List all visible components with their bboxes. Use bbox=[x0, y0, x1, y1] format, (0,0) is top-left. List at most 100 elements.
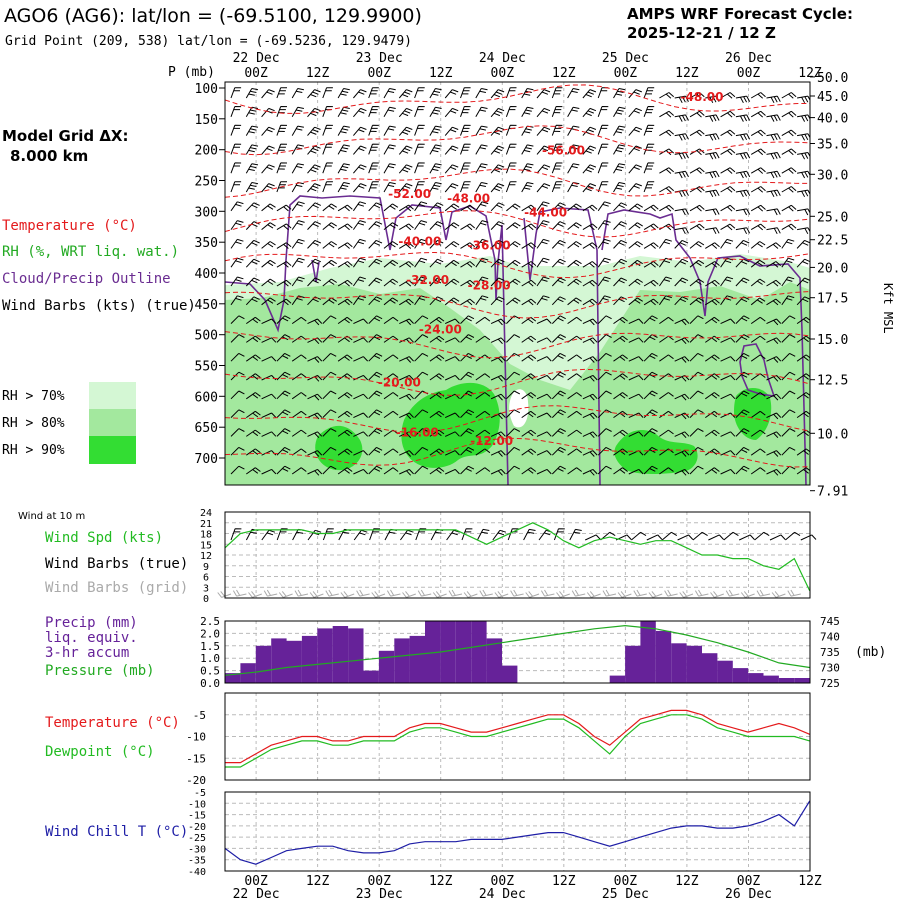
xs-wind-barb bbox=[352, 238, 366, 249]
xs-wind-barb bbox=[597, 143, 609, 155]
true-wind-barb bbox=[476, 528, 490, 541]
xs-wind-barb bbox=[291, 316, 307, 325]
xs-wind-barb bbox=[720, 129, 736, 137]
xs-wind-barb bbox=[399, 279, 414, 287]
xs-wind-barb bbox=[506, 334, 521, 343]
xs-wind-barb bbox=[261, 431, 277, 437]
xs-wind-barb bbox=[750, 129, 766, 137]
xs-wind-barb bbox=[399, 298, 414, 306]
xs-wind-barb bbox=[674, 114, 689, 122]
xs-wind-barb bbox=[245, 125, 259, 136]
xs-wind-barb bbox=[689, 315, 704, 324]
xs-wind-barb bbox=[766, 412, 782, 420]
xs-wind-barb bbox=[460, 162, 471, 174]
xs-wind-barb bbox=[628, 241, 643, 249]
xs-wind-barb bbox=[399, 412, 414, 420]
height-axis-label: Kft MSL bbox=[881, 283, 895, 334]
xs-wind-barb bbox=[460, 124, 471, 136]
xs-wind-barb bbox=[383, 182, 396, 193]
xs-wind-barb bbox=[643, 87, 655, 99]
pressure-label: Pressure (mb) bbox=[45, 663, 155, 679]
xs-wind-barb bbox=[567, 373, 582, 381]
xs-wind-barb bbox=[490, 356, 506, 363]
xs-wind-barb bbox=[521, 223, 537, 231]
xs-wind-barb bbox=[705, 392, 720, 400]
xs-wind-barb bbox=[750, 92, 766, 99]
xs-wind-barb bbox=[322, 465, 337, 475]
xs-wind-barb bbox=[797, 152, 810, 160]
xs-wind-barb bbox=[353, 337, 369, 343]
xs-wind-barb bbox=[276, 242, 292, 249]
xs-wind-barb bbox=[643, 298, 659, 306]
temp-panel-bg bbox=[225, 693, 810, 780]
height-tick-label: 10.0 bbox=[817, 427, 848, 442]
xs-wind-barb bbox=[291, 106, 304, 118]
xs-wind-barb bbox=[353, 450, 369, 456]
xs-wind-barb bbox=[246, 316, 261, 325]
xs-wind-barb bbox=[750, 167, 766, 174]
xs-wind-barb bbox=[628, 107, 642, 118]
top-day-label: 26 Dec bbox=[725, 51, 772, 66]
xs-wind-barb bbox=[536, 374, 552, 381]
xs-wind-barb bbox=[750, 110, 766, 118]
temperature-contour bbox=[225, 405, 810, 434]
grid-wind-barb bbox=[648, 591, 663, 598]
xs-wind-barb bbox=[597, 220, 611, 230]
xs-wind-barb bbox=[705, 467, 720, 475]
xs-wind-barb bbox=[735, 227, 751, 235]
precip-bar bbox=[271, 638, 287, 683]
xs-wind-barb bbox=[230, 87, 242, 99]
precip-pressure-panel: 0.00.51.01.52.02.5 725 730 735 740 745 bbox=[200, 615, 840, 690]
xs-wind-barb bbox=[475, 201, 489, 212]
top-hour-label: 00Z bbox=[244, 66, 268, 81]
xs-wind-barb bbox=[536, 145, 551, 155]
xs-wind-barb bbox=[399, 204, 414, 212]
true-wind-barb bbox=[399, 529, 414, 541]
precip-bar bbox=[378, 650, 395, 683]
xs-wind-barb bbox=[444, 337, 460, 343]
xs-wind-barb bbox=[414, 371, 429, 381]
pressure-tick-label: 500 bbox=[195, 329, 218, 344]
xs-wind-barb bbox=[766, 279, 782, 287]
xs-wind-barb bbox=[444, 126, 459, 136]
top-hour-label: 00Z bbox=[737, 66, 761, 81]
grid-wind-barb bbox=[602, 589, 617, 597]
xs-wind-barb bbox=[582, 412, 598, 420]
xs-wind-barb bbox=[383, 335, 399, 343]
xs-wind-barb bbox=[414, 87, 425, 99]
height-tick-label: 25.0 bbox=[817, 210, 848, 225]
xs-wind-barb bbox=[337, 316, 353, 325]
xs-wind-barb bbox=[383, 125, 396, 136]
xs-wind-barb bbox=[429, 277, 444, 287]
xs-wind-barb bbox=[720, 167, 736, 174]
xs-wind-barb bbox=[291, 373, 307, 381]
xs-wind-barb bbox=[368, 315, 383, 324]
top-hour-label: 12Z bbox=[429, 66, 453, 81]
xs-wind-barb bbox=[490, 374, 506, 382]
true-wind-barb bbox=[276, 528, 288, 541]
xs-wind-barb bbox=[368, 106, 379, 117]
station-title: AGO6 (AG6): lat/lon = (-69.5100, 129.990… bbox=[4, 5, 422, 27]
xs-wind-barb bbox=[735, 277, 750, 287]
pressure-axis-label: P (mb) bbox=[168, 65, 215, 80]
xs-wind-barb bbox=[230, 106, 242, 117]
xs-wind-barb bbox=[460, 181, 471, 193]
xs-wind-barb bbox=[490, 296, 505, 306]
xs-wind-barb bbox=[536, 450, 552, 456]
true-wind-barb bbox=[785, 531, 801, 541]
xs-wind-barb bbox=[353, 468, 369, 475]
precip-bar bbox=[348, 628, 364, 683]
xs-wind-barb bbox=[353, 89, 367, 99]
xs-wind-barb bbox=[230, 162, 242, 174]
temperature-label: -48.00 bbox=[447, 192, 490, 206]
xs-wind-barb bbox=[705, 373, 720, 381]
xs-wind-barb bbox=[475, 392, 491, 400]
xs-wind-barb bbox=[628, 297, 643, 306]
xs-wind-barb bbox=[536, 431, 552, 437]
xs-wind-barb bbox=[720, 148, 736, 156]
xs-wind-barb bbox=[490, 277, 505, 287]
xs-wind-barb bbox=[735, 409, 750, 418]
xs-wind-barb bbox=[353, 393, 369, 400]
forecast-cycle-title: AMPS WRF Forecast Cycle: bbox=[627, 5, 853, 23]
xs-wind-barb bbox=[460, 87, 471, 99]
